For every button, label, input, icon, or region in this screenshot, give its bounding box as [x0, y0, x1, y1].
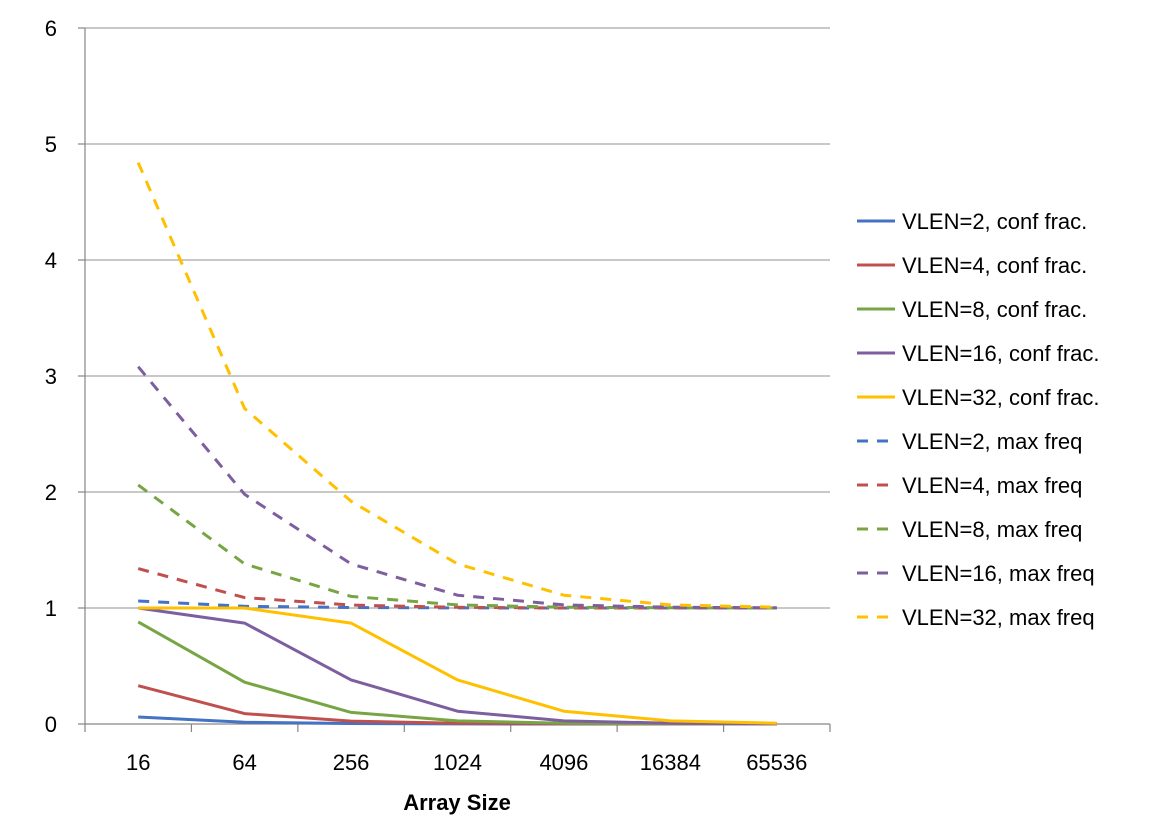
series-line-8	[137, 365, 777, 610]
legend-item: VLEN=32, max freq	[857, 605, 1095, 630]
legend-label: VLEN=2, max freq	[902, 429, 1082, 454]
series-line-1	[137, 684, 777, 726]
legend-label: VLEN=4, conf frac.	[902, 253, 1087, 278]
x-tick-label: 64	[232, 750, 256, 775]
x-axis-title: Array Size	[403, 790, 511, 815]
x-tick-label: 16384	[640, 750, 701, 775]
legend-item: VLEN=2, max freq	[857, 429, 1082, 454]
legend-item: VLEN=16, conf frac.	[857, 341, 1100, 366]
x-tick-label: 4096	[539, 750, 588, 775]
y-tick-label: 3	[45, 364, 57, 389]
series-line-9	[136, 162, 777, 609]
x-tick-label: 16	[126, 750, 150, 775]
legend-item: VLEN=32, conf frac.	[857, 385, 1100, 410]
x-tick-label: 256	[333, 750, 370, 775]
y-tick-label: 1	[45, 596, 57, 621]
y-tick-label: 6	[45, 16, 57, 41]
legend-label: VLEN=16, conf frac.	[902, 341, 1100, 366]
legend-label: VLEN=32, max freq	[902, 605, 1095, 630]
legend-item: VLEN=4, conf frac.	[857, 253, 1087, 278]
legend-item: VLEN=2, conf frac.	[857, 209, 1087, 234]
series-line-3	[137, 606, 777, 726]
series-line-6	[137, 567, 777, 610]
series-line-4	[138, 606, 777, 725]
legend-label: VLEN=8, max freq	[902, 517, 1082, 542]
legend-label: VLEN=32, conf frac.	[902, 385, 1100, 410]
x-tick-label: 65536	[746, 750, 807, 775]
legend-label: VLEN=2, conf frac.	[902, 209, 1087, 234]
y-tick-label: 4	[45, 248, 57, 273]
series-line-2	[137, 620, 777, 726]
x-tick-label: 1024	[433, 750, 482, 775]
legend-label: VLEN=8, conf frac.	[902, 297, 1087, 322]
series-line-5	[138, 599, 777, 610]
legend-item: VLEN=8, max freq	[857, 517, 1082, 542]
series-line-7	[137, 483, 777, 610]
legend-label: VLEN=16, max freq	[902, 561, 1095, 586]
y-tick-label: 0	[45, 712, 57, 737]
y-tick-label: 2	[45, 480, 57, 505]
y-tick-label: 5	[45, 132, 57, 157]
legend-item: VLEN=16, max freq	[857, 561, 1095, 586]
legend-item: VLEN=4, max freq	[857, 473, 1082, 498]
legend-item: VLEN=8, conf frac.	[857, 297, 1087, 322]
legend-label: VLEN=4, max freq	[902, 473, 1082, 498]
